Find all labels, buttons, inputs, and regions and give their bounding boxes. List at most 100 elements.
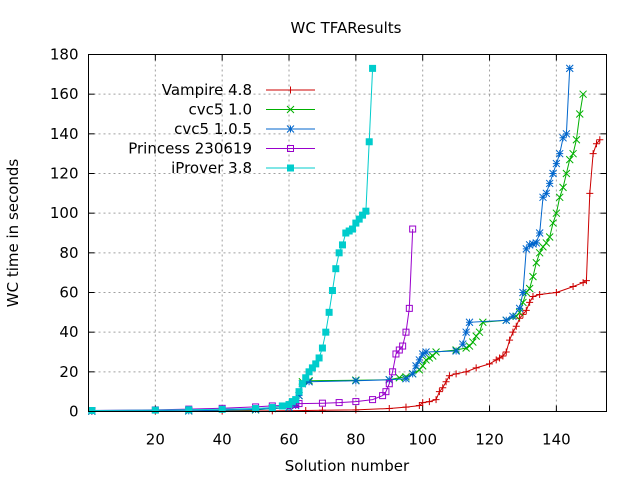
data-point [338, 241, 346, 249]
data-point [542, 239, 551, 247]
data-point [419, 399, 427, 407]
data-point [539, 193, 547, 202]
data-point [422, 348, 430, 356]
data-point [185, 406, 193, 414]
data-point [362, 207, 370, 215]
data-point [432, 396, 440, 404]
data-point [462, 328, 470, 337]
data-point [302, 374, 310, 382]
data-point [302, 407, 310, 415]
data-point [352, 398, 360, 406]
data-point [569, 149, 577, 158]
data-point [519, 288, 527, 297]
data-point [522, 245, 531, 253]
data-point [415, 402, 423, 410]
data-point [516, 314, 524, 322]
data-point [322, 328, 330, 336]
data-point [462, 368, 470, 376]
data-point [565, 64, 574, 73]
data-point [286, 125, 295, 133]
data-point [592, 140, 600, 148]
data-point [535, 248, 544, 257]
y-tick-label: 120 [50, 165, 79, 183]
data-point [287, 145, 294, 152]
y-tick-label: 180 [50, 46, 79, 64]
data-point [565, 155, 574, 164]
data-point [382, 388, 390, 396]
data-point [287, 164, 294, 172]
series-0 [88, 136, 604, 415]
series-layer [87, 64, 604, 415]
data-point [475, 328, 484, 337]
data-point [532, 258, 541, 267]
data-point [402, 328, 410, 336]
data-point [515, 304, 524, 313]
data-point [385, 405, 393, 413]
data-point [502, 316, 511, 325]
data-point [596, 136, 604, 144]
data-point [425, 398, 433, 406]
data-point [287, 86, 294, 94]
y-tick-label: 140 [50, 125, 79, 143]
data-point [529, 272, 537, 281]
legend-label: cvc5 1.0 [188, 101, 252, 119]
data-point [522, 306, 530, 314]
data-point [545, 179, 554, 188]
data-point [325, 308, 333, 316]
data-point [365, 138, 373, 146]
legend-label: Vampire 4.8 [162, 81, 252, 99]
data-point [402, 374, 410, 383]
data-point [512, 322, 520, 330]
series-3 [88, 225, 417, 415]
data-point [332, 265, 340, 273]
data-point [486, 360, 494, 368]
data-point [268, 404, 276, 412]
x-tick-label: 140 [542, 431, 571, 449]
data-point [369, 396, 377, 404]
data-point [472, 364, 480, 372]
data-point [315, 354, 323, 362]
data-point [535, 229, 544, 237]
data-point [435, 388, 443, 396]
legend-label: Princess 230619 [128, 140, 252, 158]
data-point [509, 328, 517, 336]
data-point [536, 290, 544, 298]
data-point [445, 372, 453, 380]
series-2 [87, 64, 574, 415]
data-point [418, 350, 427, 358]
data-point [529, 240, 537, 248]
x-tick-label: 80 [346, 431, 365, 449]
x-tick-label: 120 [475, 431, 504, 449]
data-point [318, 344, 326, 352]
data-point [408, 369, 417, 378]
data-point [286, 105, 295, 114]
data-point [318, 399, 326, 407]
legend-label: cvc5 1.0.5 [174, 120, 252, 138]
x-tick-label: 20 [146, 431, 165, 449]
data-point [218, 405, 226, 413]
data-point [579, 90, 587, 99]
data-point [318, 406, 326, 414]
data-point [278, 402, 286, 410]
data-point [509, 312, 517, 321]
x-tick-label: 60 [279, 431, 298, 449]
data-point [335, 399, 343, 407]
data-point [458, 340, 467, 348]
data-point [525, 241, 534, 249]
data-point [549, 169, 557, 178]
data-point [549, 219, 557, 227]
data-point [402, 403, 410, 411]
data-point [442, 378, 450, 386]
data-point [525, 284, 534, 293]
data-point [312, 360, 320, 368]
data-point [389, 368, 397, 376]
data-point [552, 289, 560, 296]
y-axis-label: WC time in seconds [4, 159, 22, 308]
data-point [559, 133, 567, 142]
data-point [468, 338, 477, 346]
y-tick-label: 60 [59, 284, 78, 302]
data-point [532, 239, 541, 247]
series-line [91, 228, 414, 411]
gridlines [88, 54, 607, 412]
